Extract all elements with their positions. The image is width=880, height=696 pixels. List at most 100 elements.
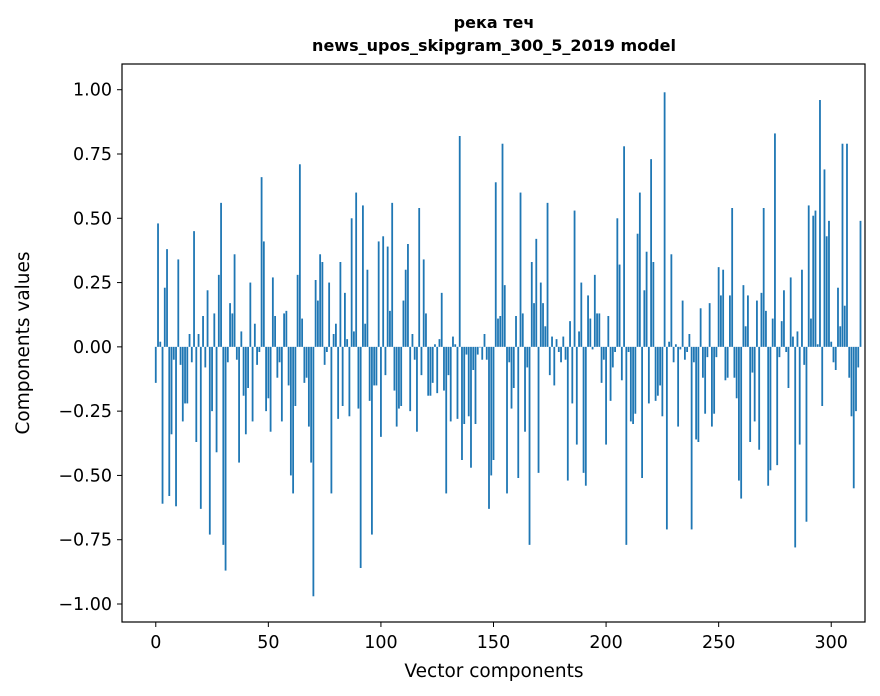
bar-177 bbox=[553, 346, 556, 386]
bar-310 bbox=[852, 346, 855, 489]
bar-287 bbox=[801, 269, 803, 347]
bar-229 bbox=[670, 254, 673, 347]
bar-286 bbox=[798, 346, 801, 445]
bar-6 bbox=[168, 346, 171, 496]
bar-16 bbox=[190, 346, 193, 363]
bar-114 bbox=[411, 334, 414, 347]
bar-18 bbox=[195, 346, 198, 442]
bar-144 bbox=[479, 346, 481, 348]
bar-56 bbox=[280, 346, 283, 422]
bar-106 bbox=[393, 346, 396, 391]
bar-255 bbox=[729, 295, 731, 347]
bar-53 bbox=[274, 316, 277, 347]
bar-308 bbox=[848, 346, 851, 378]
bar-138 bbox=[465, 346, 468, 355]
bar-131 bbox=[449, 346, 452, 422]
bar-288 bbox=[803, 346, 806, 365]
bar-20 bbox=[199, 346, 202, 509]
bar-75 bbox=[323, 346, 326, 365]
bar-37 bbox=[238, 346, 240, 463]
x-tick-label: 0 bbox=[150, 633, 161, 653]
bar-307 bbox=[846, 143, 848, 347]
bar-280 bbox=[785, 346, 788, 352]
bar-268 bbox=[758, 346, 761, 450]
bar-290 bbox=[807, 205, 810, 347]
bar-28 bbox=[217, 274, 220, 347]
bar-122 bbox=[429, 346, 432, 396]
bar-89 bbox=[355, 192, 358, 347]
bar-86 bbox=[348, 346, 351, 417]
x-tick-label: 50 bbox=[257, 633, 279, 653]
bar-55 bbox=[278, 346, 281, 363]
bar-140 bbox=[470, 346, 472, 468]
bar-43 bbox=[251, 346, 254, 422]
x-tick-label: 150 bbox=[477, 633, 510, 653]
bar-166 bbox=[528, 346, 531, 545]
bar-175 bbox=[548, 346, 551, 376]
bar-21 bbox=[202, 316, 204, 347]
bar-47 bbox=[260, 177, 263, 347]
bar-226 bbox=[663, 92, 666, 347]
bar-80 bbox=[334, 323, 337, 347]
bar-64 bbox=[298, 164, 301, 347]
bar-296 bbox=[821, 346, 824, 406]
bar-73 bbox=[319, 254, 322, 347]
bar-91 bbox=[359, 346, 362, 568]
x-axis-label: Vector components bbox=[404, 661, 583, 682]
bar-225 bbox=[661, 346, 664, 417]
bar-248 bbox=[713, 346, 716, 414]
bar-237 bbox=[688, 334, 691, 347]
bar-119 bbox=[422, 259, 425, 347]
plot-frame bbox=[121, 63, 866, 623]
bar-252 bbox=[722, 269, 725, 347]
bar-120 bbox=[425, 313, 427, 347]
bar-254 bbox=[726, 346, 729, 378]
bar-192 bbox=[587, 295, 589, 347]
bar-164 bbox=[524, 346, 526, 432]
y-tick-label: −0.50 bbox=[58, 466, 112, 486]
bar-54 bbox=[276, 346, 279, 378]
bar-232 bbox=[677, 346, 680, 427]
bar-260 bbox=[740, 346, 743, 499]
bar-198 bbox=[600, 346, 603, 383]
y-tick-label: −0.25 bbox=[58, 402, 112, 422]
bar-212 bbox=[632, 346, 634, 424]
bar-126 bbox=[438, 339, 441, 347]
bar-190 bbox=[582, 346, 585, 473]
bar-99 bbox=[377, 241, 380, 347]
bar-151 bbox=[494, 182, 497, 347]
bar-228 bbox=[668, 341, 671, 347]
bar-211 bbox=[629, 346, 632, 422]
bar-284 bbox=[794, 346, 797, 548]
bar-150 bbox=[492, 346, 495, 460]
bar-273 bbox=[769, 346, 772, 471]
bar-298 bbox=[825, 236, 828, 347]
bar-302 bbox=[834, 346, 837, 370]
bar-147 bbox=[485, 346, 488, 360]
bar-2 bbox=[159, 341, 162, 347]
bar-57 bbox=[283, 313, 286, 347]
bar-134 bbox=[456, 346, 459, 419]
bar-210 bbox=[627, 346, 630, 352]
bar-74 bbox=[321, 262, 324, 347]
bar-197 bbox=[598, 313, 601, 347]
bar-45 bbox=[256, 346, 258, 365]
bar-129 bbox=[445, 346, 448, 494]
bar-103 bbox=[386, 246, 389, 347]
bar-141 bbox=[472, 346, 475, 370]
bar-87 bbox=[350, 218, 353, 347]
bar-222 bbox=[654, 346, 657, 401]
bar-63 bbox=[296, 274, 299, 347]
bar-5 bbox=[166, 249, 168, 347]
bar-186 bbox=[573, 210, 576, 347]
bar-50 bbox=[267, 346, 270, 399]
bar-27 bbox=[215, 346, 218, 453]
bar-105 bbox=[391, 202, 394, 347]
bar-145 bbox=[481, 346, 484, 360]
bar-205 bbox=[616, 218, 619, 347]
bar-148 bbox=[488, 346, 490, 509]
bar-281 bbox=[787, 346, 790, 388]
bar-199 bbox=[602, 346, 605, 360]
bar-176 bbox=[551, 336, 553, 347]
